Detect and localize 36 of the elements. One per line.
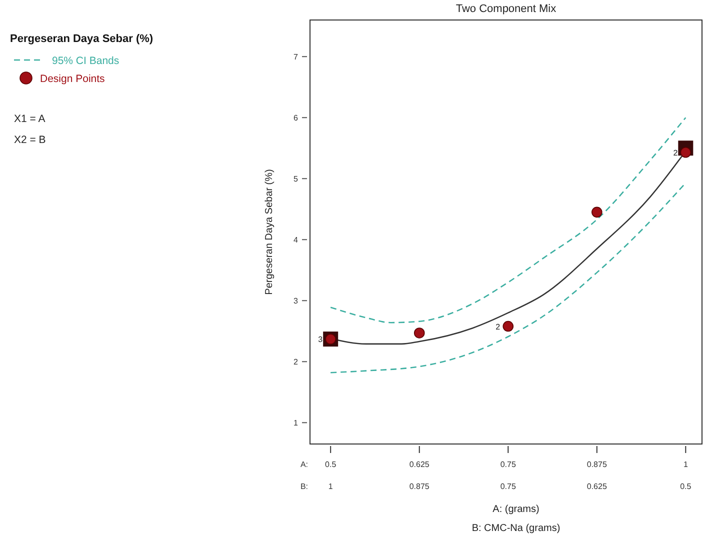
- x2-tick-label: 0.75: [500, 482, 516, 491]
- y-tick-label: 1: [294, 418, 299, 428]
- legend-label: Design Points: [40, 73, 105, 85]
- annotation: 2: [673, 148, 678, 158]
- text: X2 = B: [14, 134, 46, 146]
- x-tick-label: 1: [683, 460, 688, 469]
- x2-tick-label: 1: [328, 482, 334, 491]
- y-axis-title: Pergeseran Daya Sebar (%): [264, 169, 275, 295]
- line-series: [330, 116, 686, 324]
- x-tick-label: 0.875: [586, 460, 608, 469]
- legend-title: Pergeseran Daya Sebar (%): [10, 33, 154, 45]
- y-tick-label: 7: [294, 52, 299, 62]
- annotation: 2: [496, 322, 501, 332]
- x-tick-label: 0.75: [500, 460, 516, 469]
- line-series: [330, 182, 686, 374]
- x-tick-label: 0.5: [325, 460, 337, 469]
- point: [592, 206, 602, 218]
- y-tick-label: 3: [294, 296, 299, 306]
- annotation: 3: [318, 335, 324, 344]
- text: X1 = A: [14, 113, 46, 125]
- y-tick-label: 4: [294, 236, 299, 245]
- x-axis-title: A: (grams): [492, 504, 540, 515]
- x2-tick-label: 0.625: [586, 482, 608, 491]
- text: A:: [300, 460, 308, 469]
- y-tick-label: 6: [294, 114, 299, 123]
- y-tick-label: 2: [294, 358, 299, 367]
- y-tick-label: 5: [294, 174, 299, 184]
- x2-tick-label: 0.5: [680, 482, 692, 491]
- text: B:: [300, 482, 308, 491]
- point: [502, 320, 514, 332]
- legend-label: 95% CI Bands: [52, 55, 120, 67]
- x2-axis-title: B: CMC-Na (grams): [472, 523, 560, 534]
- x2-tick-label: 0.875: [409, 482, 430, 491]
- chart-title: Two Component Mix: [456, 3, 557, 15]
- point: [414, 328, 425, 338]
- x-tick-label: 0.625: [409, 460, 430, 469]
